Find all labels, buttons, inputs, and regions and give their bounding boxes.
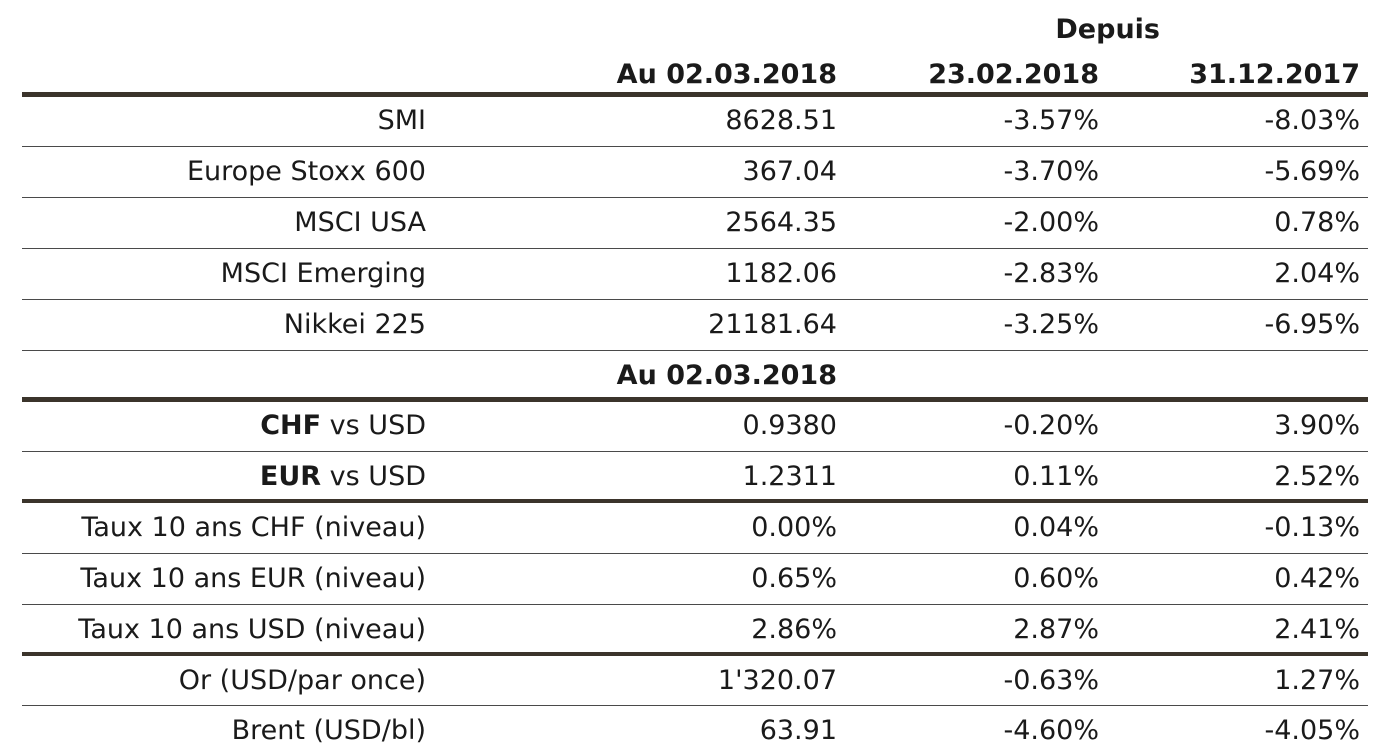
- row-since-week: 0.04%: [1013, 512, 1099, 543]
- row-since-week: 0.11%: [1013, 461, 1099, 492]
- row-divider: [22, 604, 1368, 605]
- row-since-year: 2.41%: [1274, 614, 1360, 645]
- table-row-msci-emerging: MSCI Emerging 1182.06 -2.83% 2.04%: [0, 249, 1387, 299]
- row-value: 0.65%: [751, 563, 837, 594]
- currency-code: CHF: [260, 410, 322, 441]
- currency-code: EUR: [259, 461, 322, 492]
- row-divider: [22, 350, 1368, 351]
- row-divider: [22, 248, 1368, 249]
- table-row-gold: Or (USD/par once) 1'320.07 -0.63% 1.27%: [0, 656, 1387, 706]
- row-name: Europe Stoxx 600: [186, 156, 426, 187]
- row-divider: [22, 197, 1368, 198]
- row-since-week: -0.63%: [1003, 665, 1099, 696]
- currency-pair-suffix: vs USD: [321, 461, 426, 492]
- row-name: MSCI USA: [294, 207, 426, 238]
- table-row-rate-usd: Taux 10 ans USD (niveau) 2.86% 2.87% 2.4…: [0, 605, 1387, 655]
- row-since-week: 2.87%: [1013, 614, 1099, 645]
- row-since-week: -3.70%: [1003, 156, 1099, 187]
- row-value: 21181.64: [708, 309, 837, 340]
- row-value: 1.2311: [742, 461, 837, 492]
- row-since-week: 0.60%: [1013, 563, 1099, 594]
- section-rule: [22, 499, 1368, 503]
- table-row-rate-eur: Taux 10 ans EUR (niveau) 0.65% 0.60% 0.4…: [0, 554, 1387, 604]
- row-name: Or (USD/par once): [178, 665, 426, 696]
- row-since-week: -2.00%: [1003, 207, 1099, 238]
- row-since-year: -5.69%: [1264, 156, 1360, 187]
- row-since-year: 1.27%: [1274, 665, 1360, 696]
- row-name: MSCI Emerging: [220, 258, 426, 289]
- row-since-week: -4.60%: [1003, 715, 1099, 746]
- row-since-week: -2.83%: [1003, 258, 1099, 289]
- row-since-year: 0.42%: [1274, 563, 1360, 594]
- row-since-year: 3.90%: [1274, 410, 1360, 441]
- row-divider: [22, 705, 1368, 706]
- section-rule: [22, 652, 1368, 656]
- table-row-stoxx600: Europe Stoxx 600 367.04 -3.70% -5.69%: [0, 147, 1387, 197]
- table-row-eur-usd: EUR vs USD 1.2311 0.11% 2.52%: [0, 452, 1387, 502]
- row-value: 8628.51: [725, 105, 837, 136]
- table-row-brent: Brent (USD/bl) 63.91 -4.60% -4.05%: [0, 706, 1387, 756]
- table-row-smi: SMI 8628.51 -3.57% -8.03%: [0, 96, 1387, 146]
- row-divider: [22, 146, 1368, 147]
- row-value: 0.00%: [751, 512, 837, 543]
- row-value: 2564.35: [725, 207, 837, 238]
- row-value: 1'320.07: [717, 665, 837, 696]
- row-divider: [22, 553, 1368, 554]
- row-divider: [22, 451, 1368, 452]
- row-since-week: -3.57%: [1003, 105, 1099, 136]
- row-since-year: -6.95%: [1264, 309, 1360, 340]
- row-name: SMI: [377, 105, 426, 136]
- row-value: 63.91: [759, 715, 837, 746]
- row-since-week: -0.20%: [1003, 410, 1099, 441]
- row-since-year: 0.78%: [1274, 207, 1360, 238]
- table-row-nikkei225: Nikkei 225 21181.64 -3.25% -6.95%: [0, 300, 1387, 350]
- header-col-since-year: 31.12.2017: [1189, 59, 1360, 90]
- row-value: 2.86%: [751, 614, 837, 645]
- header-col-value: Au 02.03.2018: [616, 59, 837, 90]
- row-since-year: -4.05%: [1264, 715, 1360, 746]
- header-col-since-week: 23.02.2018: [928, 59, 1099, 90]
- subheader-col-value: Au 02.03.2018: [616, 360, 837, 391]
- row-value: 0.9380: [742, 410, 837, 441]
- row-name: CHF vs USD: [22, 401, 426, 451]
- section-rule: [22, 397, 1368, 402]
- row-name: Nikkei 225: [283, 309, 426, 340]
- row-since-year: -8.03%: [1264, 105, 1360, 136]
- header-group-depuis: Depuis: [1055, 14, 1160, 45]
- table-row-chf-usd: CHF vs USD 0.9380 -0.20% 3.90%: [0, 401, 1387, 451]
- row-since-week: -3.25%: [1003, 309, 1099, 340]
- row-name: EUR vs USD: [22, 452, 426, 502]
- row-divider: [22, 299, 1368, 300]
- header-rule: [22, 92, 1368, 97]
- row-name: Brent (USD/bl): [231, 715, 426, 746]
- row-since-year: 2.52%: [1274, 461, 1360, 492]
- row-since-year: -0.13%: [1264, 512, 1360, 543]
- row-name: Taux 10 ans CHF (niveau): [81, 512, 426, 543]
- row-since-year: 2.04%: [1274, 258, 1360, 289]
- currency-pair-suffix: vs USD: [321, 410, 426, 441]
- table-row-rate-chf: Taux 10 ans CHF (niveau) 0.00% 0.04% -0.…: [0, 503, 1387, 553]
- table-row-msci-usa: MSCI USA 2564.35 -2.00% 0.78%: [0, 198, 1387, 248]
- row-value: 367.04: [742, 156, 837, 187]
- section-subheader: Au 02.03.2018: [0, 351, 1387, 401]
- row-name: Taux 10 ans USD (niveau): [78, 614, 426, 645]
- row-name: Taux 10 ans EUR (niveau): [80, 563, 426, 594]
- row-value: 1182.06: [725, 258, 837, 289]
